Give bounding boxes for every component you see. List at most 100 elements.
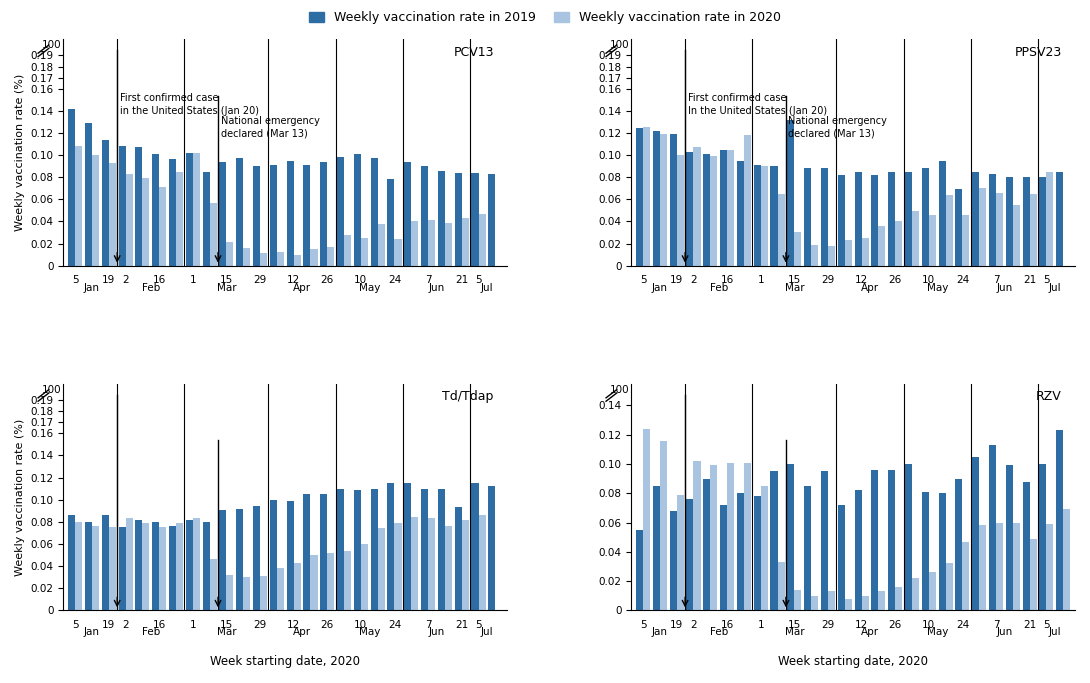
Bar xyxy=(659,134,667,266)
Bar xyxy=(159,527,167,611)
Bar xyxy=(996,522,1003,611)
Bar xyxy=(845,240,851,266)
Text: Jan: Jan xyxy=(84,283,100,292)
Bar xyxy=(743,462,751,611)
Bar xyxy=(711,465,717,611)
Text: First confirmed case
In the United States (Jan 20): First confirmed case In the United State… xyxy=(688,94,826,115)
Bar xyxy=(320,162,327,266)
Bar xyxy=(175,171,183,266)
Bar xyxy=(377,529,385,611)
Bar xyxy=(912,578,919,611)
Y-axis label: Weekly vaccination rate (%): Weekly vaccination rate (%) xyxy=(15,418,25,576)
Bar xyxy=(462,520,469,611)
Text: Jun: Jun xyxy=(996,283,1013,292)
Text: Jul: Jul xyxy=(481,627,494,637)
Text: Feb: Feb xyxy=(142,627,160,637)
Bar xyxy=(1046,171,1054,266)
Text: Mar: Mar xyxy=(217,627,237,637)
Bar xyxy=(737,493,743,611)
Bar xyxy=(404,162,411,266)
Bar xyxy=(455,173,462,266)
Bar xyxy=(946,563,953,611)
Bar xyxy=(85,522,92,611)
Y-axis label: Weekly vaccination rate (%): Weekly vaccination rate (%) xyxy=(15,74,25,231)
Bar xyxy=(787,120,795,266)
Bar xyxy=(421,166,428,266)
Bar xyxy=(185,520,193,611)
Bar xyxy=(361,238,368,266)
Bar xyxy=(821,471,828,611)
Text: Feb: Feb xyxy=(710,627,728,637)
Bar xyxy=(169,526,175,611)
Bar xyxy=(979,189,986,266)
Bar xyxy=(888,171,895,266)
X-axis label: Week starting date, 2020: Week starting date, 2020 xyxy=(210,655,360,668)
Bar xyxy=(395,239,401,266)
Bar xyxy=(828,246,835,266)
Text: PCV13: PCV13 xyxy=(453,46,494,59)
Bar xyxy=(811,596,819,611)
Bar xyxy=(159,187,167,266)
Bar xyxy=(411,517,419,611)
Bar xyxy=(720,150,727,266)
Bar xyxy=(327,247,335,266)
Bar xyxy=(811,245,819,266)
Text: May: May xyxy=(926,283,948,292)
Bar xyxy=(922,492,929,611)
Bar xyxy=(938,161,946,266)
Bar xyxy=(996,193,1003,266)
Bar xyxy=(193,153,199,266)
Bar xyxy=(243,248,251,266)
Bar xyxy=(855,490,861,611)
Bar xyxy=(1056,430,1063,611)
Bar xyxy=(371,158,377,266)
Bar xyxy=(1013,522,1020,611)
Bar xyxy=(462,218,469,266)
Bar xyxy=(871,175,879,266)
Bar xyxy=(119,527,125,611)
Bar xyxy=(227,242,233,266)
Text: Jan: Jan xyxy=(652,283,668,292)
Text: Jun: Jun xyxy=(428,283,445,292)
Bar xyxy=(895,587,903,611)
Text: Apr: Apr xyxy=(861,283,879,292)
Bar xyxy=(737,161,743,266)
Text: Jul: Jul xyxy=(1049,283,1062,292)
Bar xyxy=(1030,539,1037,611)
Text: Feb: Feb xyxy=(710,283,728,292)
Text: May: May xyxy=(359,283,380,292)
Bar xyxy=(261,253,267,266)
Bar xyxy=(955,479,962,611)
Bar xyxy=(929,214,936,266)
Bar xyxy=(962,542,969,611)
Bar xyxy=(677,494,683,611)
Bar xyxy=(761,166,767,266)
Legend: Weekly vaccination rate in 2019, Weekly vaccination rate in 2020: Weekly vaccination rate in 2019, Weekly … xyxy=(304,6,786,29)
Bar xyxy=(438,171,445,266)
Bar xyxy=(101,139,109,266)
Bar xyxy=(703,479,711,611)
Bar xyxy=(905,171,912,266)
Bar xyxy=(787,464,795,611)
Bar xyxy=(153,154,159,266)
Text: Feb: Feb xyxy=(142,283,160,292)
Bar xyxy=(270,165,277,266)
Bar xyxy=(344,550,351,611)
Bar xyxy=(143,523,149,611)
Bar xyxy=(287,501,293,611)
Bar xyxy=(354,490,361,611)
Bar xyxy=(687,499,693,611)
Bar xyxy=(287,161,293,266)
Bar xyxy=(428,221,435,266)
Bar xyxy=(989,174,996,266)
Bar xyxy=(209,559,217,611)
Bar xyxy=(75,146,82,266)
Text: Jun: Jun xyxy=(428,627,445,637)
Bar xyxy=(777,194,785,266)
Bar xyxy=(1013,205,1020,266)
Text: RZV: RZV xyxy=(1036,391,1062,404)
Bar xyxy=(955,189,962,266)
Bar xyxy=(687,152,693,266)
Bar xyxy=(311,555,317,611)
Bar xyxy=(669,134,677,266)
